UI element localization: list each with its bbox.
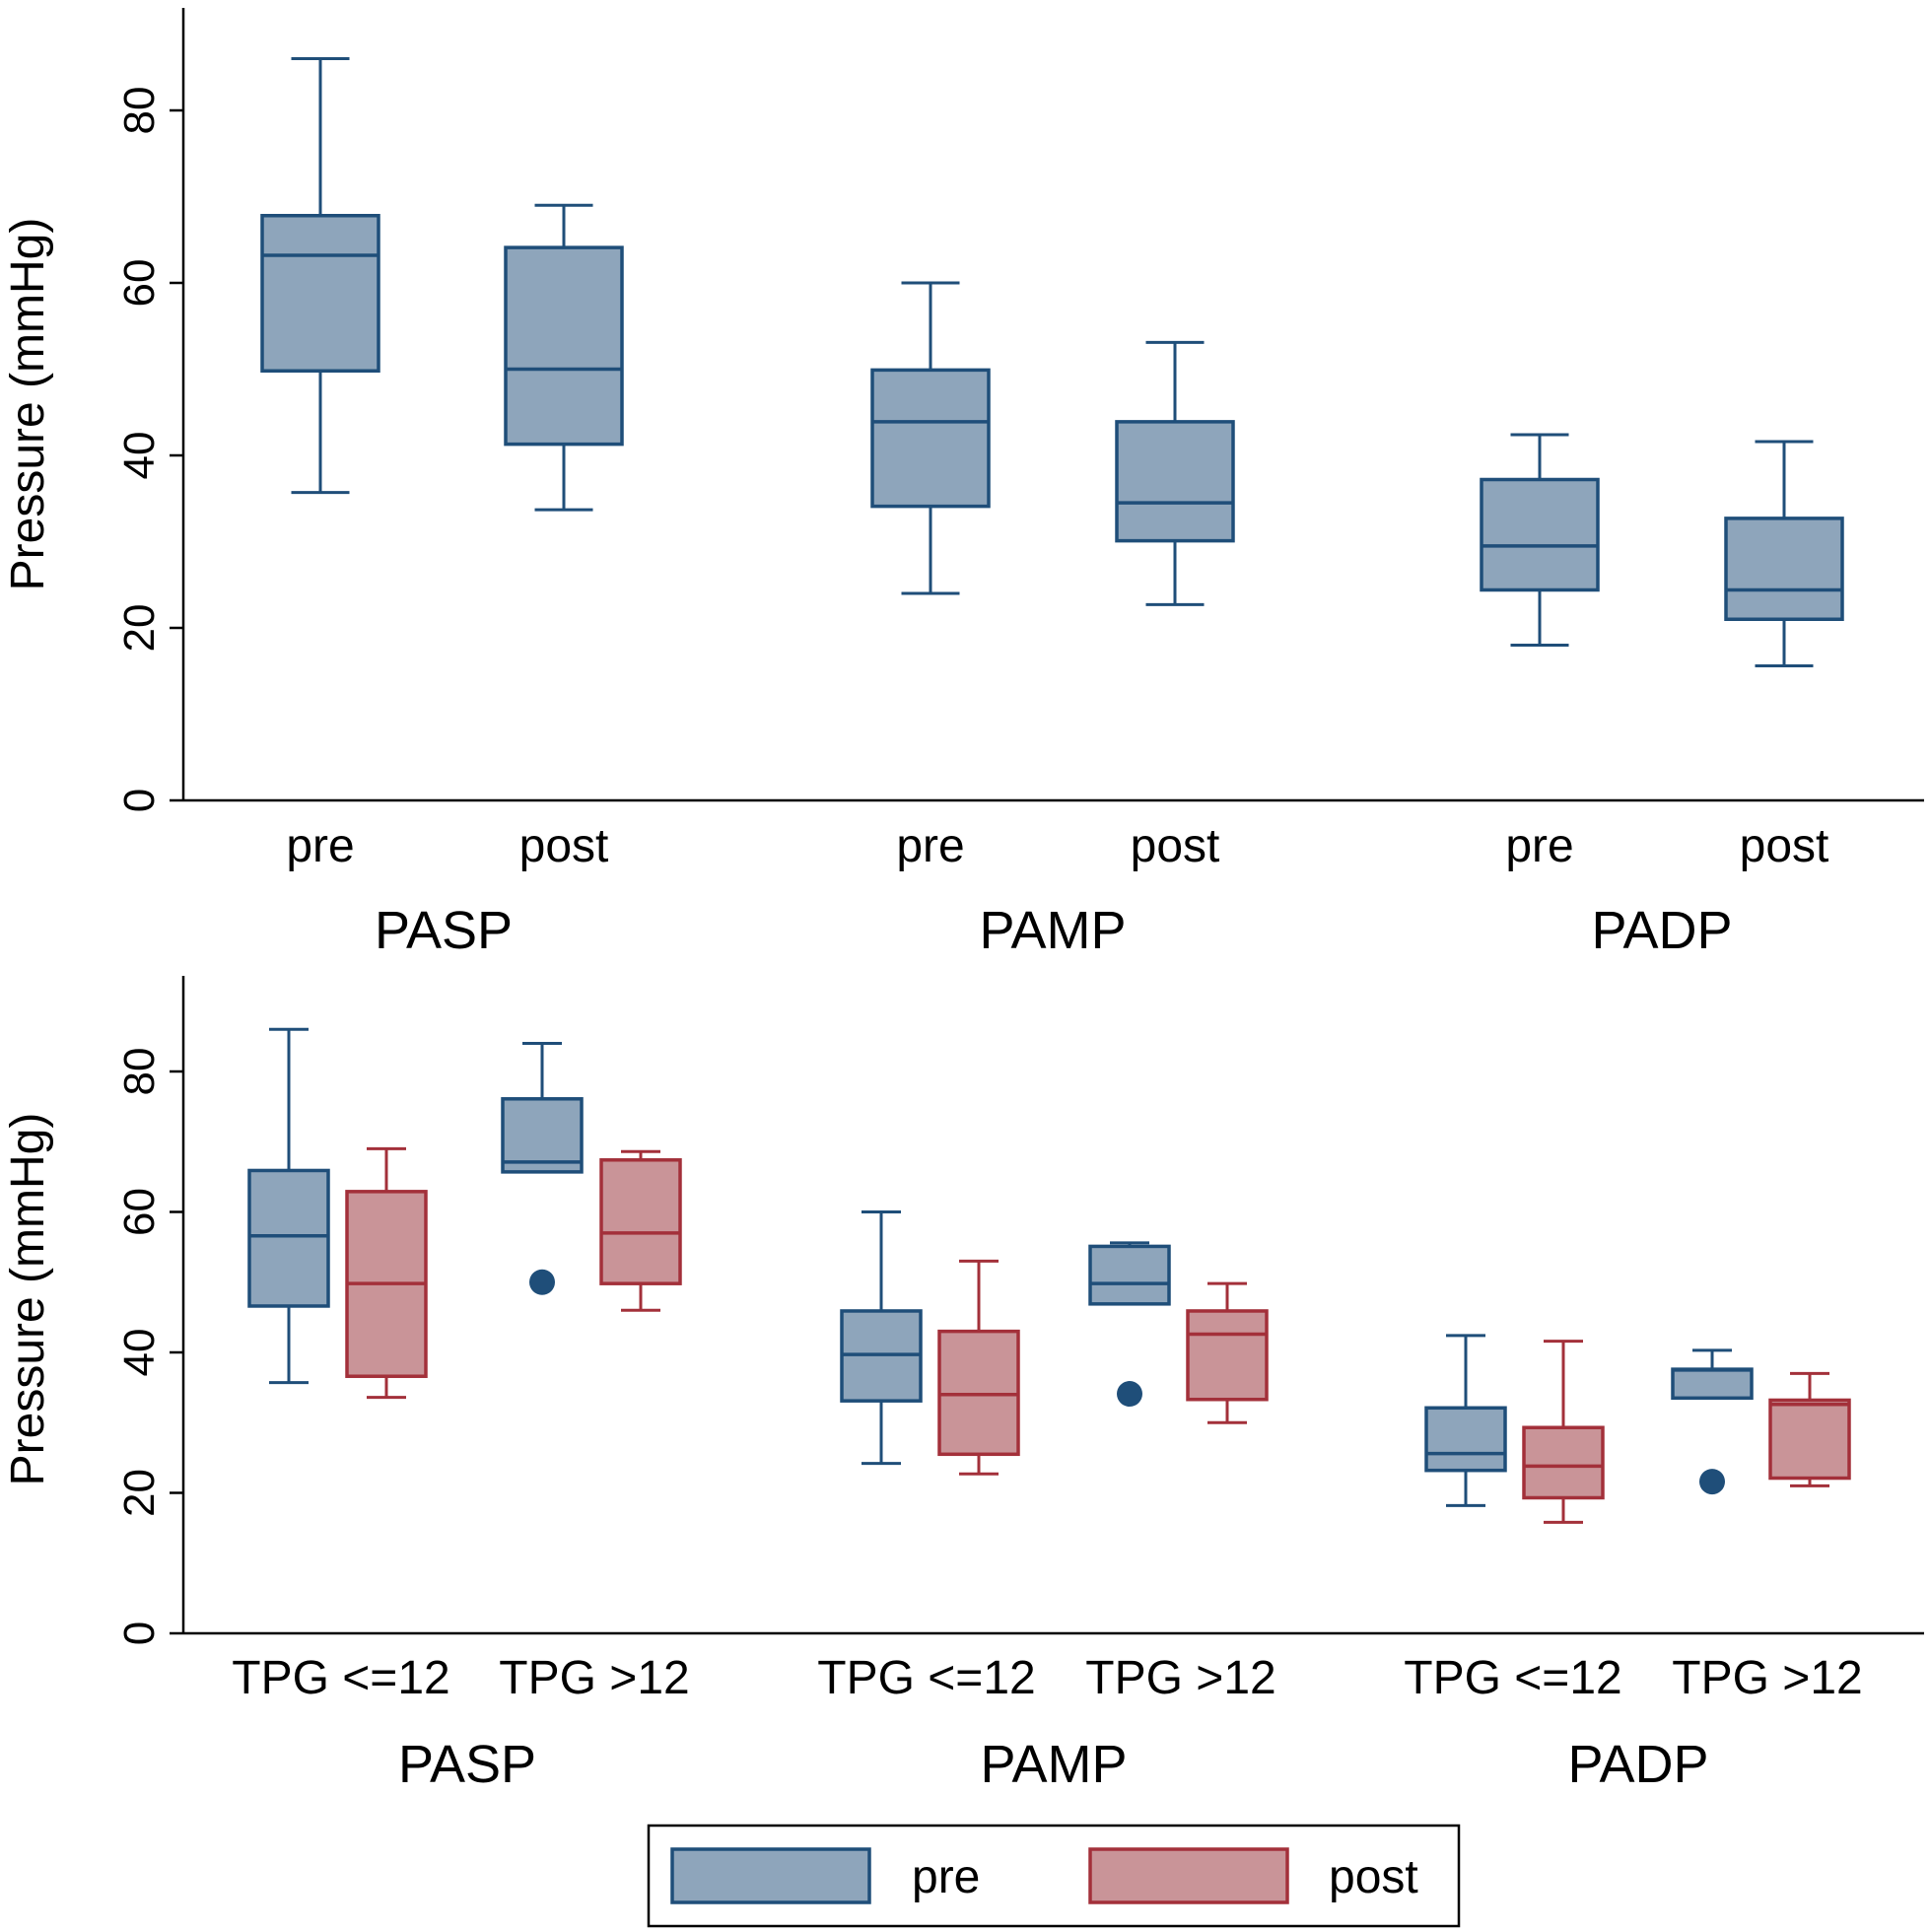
top-panel: 0 20 40 60 80 Pressure (mmHg) pre post pre post pr… (2, 8, 1924, 960)
box-padp-post (1768, 1371, 1851, 1487)
y-tick-label: 80 (115, 1048, 164, 1096)
box-iqr (1088, 1244, 1171, 1306)
y-tick-label: 0 (115, 789, 164, 812)
y-tick-label: 60 (115, 259, 164, 308)
box-pamp-pre (1088, 1241, 1171, 1408)
box-iqr (870, 368, 991, 509)
category-label: post (1740, 820, 1829, 872)
group-label: PASP (375, 901, 513, 960)
outlier-point (1117, 1381, 1142, 1408)
legend-swatch-pre (670, 1847, 871, 1904)
box-iqr (1671, 1367, 1754, 1401)
box-pasp-post (345, 1146, 428, 1400)
box-iqr (260, 214, 380, 373)
y-tick-label: 20 (115, 604, 164, 653)
y-axis-label: Pressure (mmHg) (2, 1113, 54, 1486)
group-label: PAMP (980, 1735, 1127, 1794)
box-iqr (937, 1329, 1020, 1457)
box-iqr (1424, 1406, 1507, 1473)
box-padp-pre (1724, 440, 1844, 667)
box-pasp-pre (260, 57, 380, 495)
box-iqr (1768, 1398, 1851, 1481)
y-tick-label: 80 (115, 87, 164, 135)
box-pamp-post (937, 1259, 1020, 1476)
legend-label-pre: pre (912, 1851, 980, 1903)
box-padp-pre (1480, 433, 1600, 647)
category-label: TPG >12 (1672, 1652, 1862, 1704)
box-iqr (501, 1097, 584, 1174)
category-label: TPG <=12 (817, 1652, 1035, 1704)
legend-label-post: post (1329, 1851, 1418, 1903)
category-label: TPG >12 (499, 1652, 689, 1704)
box-iqr (599, 1158, 682, 1285)
legend-swatch-post (1088, 1847, 1289, 1904)
y-tick-label: 60 (115, 1188, 164, 1236)
category-label: pre (896, 820, 964, 872)
box-iqr (1186, 1309, 1269, 1402)
category-label: post (1131, 820, 1220, 872)
box-iqr (504, 245, 624, 447)
legend: pre post (647, 1824, 1461, 1928)
group-label: PADP (1567, 1735, 1708, 1794)
category-label: post (519, 820, 609, 872)
group-label: PADP (1591, 901, 1732, 960)
box-padp-post (1522, 1340, 1605, 1524)
box-iqr (1724, 517, 1844, 621)
group-label: PAMP (979, 901, 1126, 960)
category-label: TPG <=12 (232, 1652, 449, 1704)
category-label: TPG >12 (1085, 1652, 1275, 1704)
y-tick-label: 20 (115, 1469, 164, 1517)
category-label: TPG <=12 (1404, 1652, 1621, 1704)
box-pamp-post (1186, 1281, 1269, 1424)
box-pamp-pre (840, 1210, 923, 1466)
y-axis-label: Pressure (mmHg) (2, 218, 54, 591)
box-padp-pre (1671, 1348, 1754, 1495)
box-iqr (247, 1168, 330, 1308)
box-iqr (1522, 1425, 1605, 1500)
box-padp-pre (1424, 1334, 1507, 1507)
y-tick-label: 0 (115, 1622, 164, 1645)
y-tick-label: 40 (115, 1329, 164, 1377)
outlier-point (1699, 1469, 1725, 1495)
y-tick-label: 40 (115, 432, 164, 480)
box-pasp-post (599, 1149, 682, 1312)
category-label: pre (286, 820, 354, 872)
group-label: PASP (398, 1735, 536, 1794)
box-pasp-pre (501, 1042, 584, 1295)
outlier-point (529, 1269, 555, 1295)
box-pamp-pre (870, 281, 991, 595)
category-label: pre (1505, 820, 1573, 872)
box-pamp-pre (1115, 340, 1235, 606)
box-iqr (1115, 420, 1235, 543)
box-iqr (1480, 477, 1600, 592)
box-pasp-pre (247, 1027, 330, 1385)
bottom-panel: 0 20 40 60 80 Pressure (mmHg) TPG <=12 TPG >12 T… (2, 976, 1924, 1794)
box-pasp-pre (504, 203, 624, 512)
